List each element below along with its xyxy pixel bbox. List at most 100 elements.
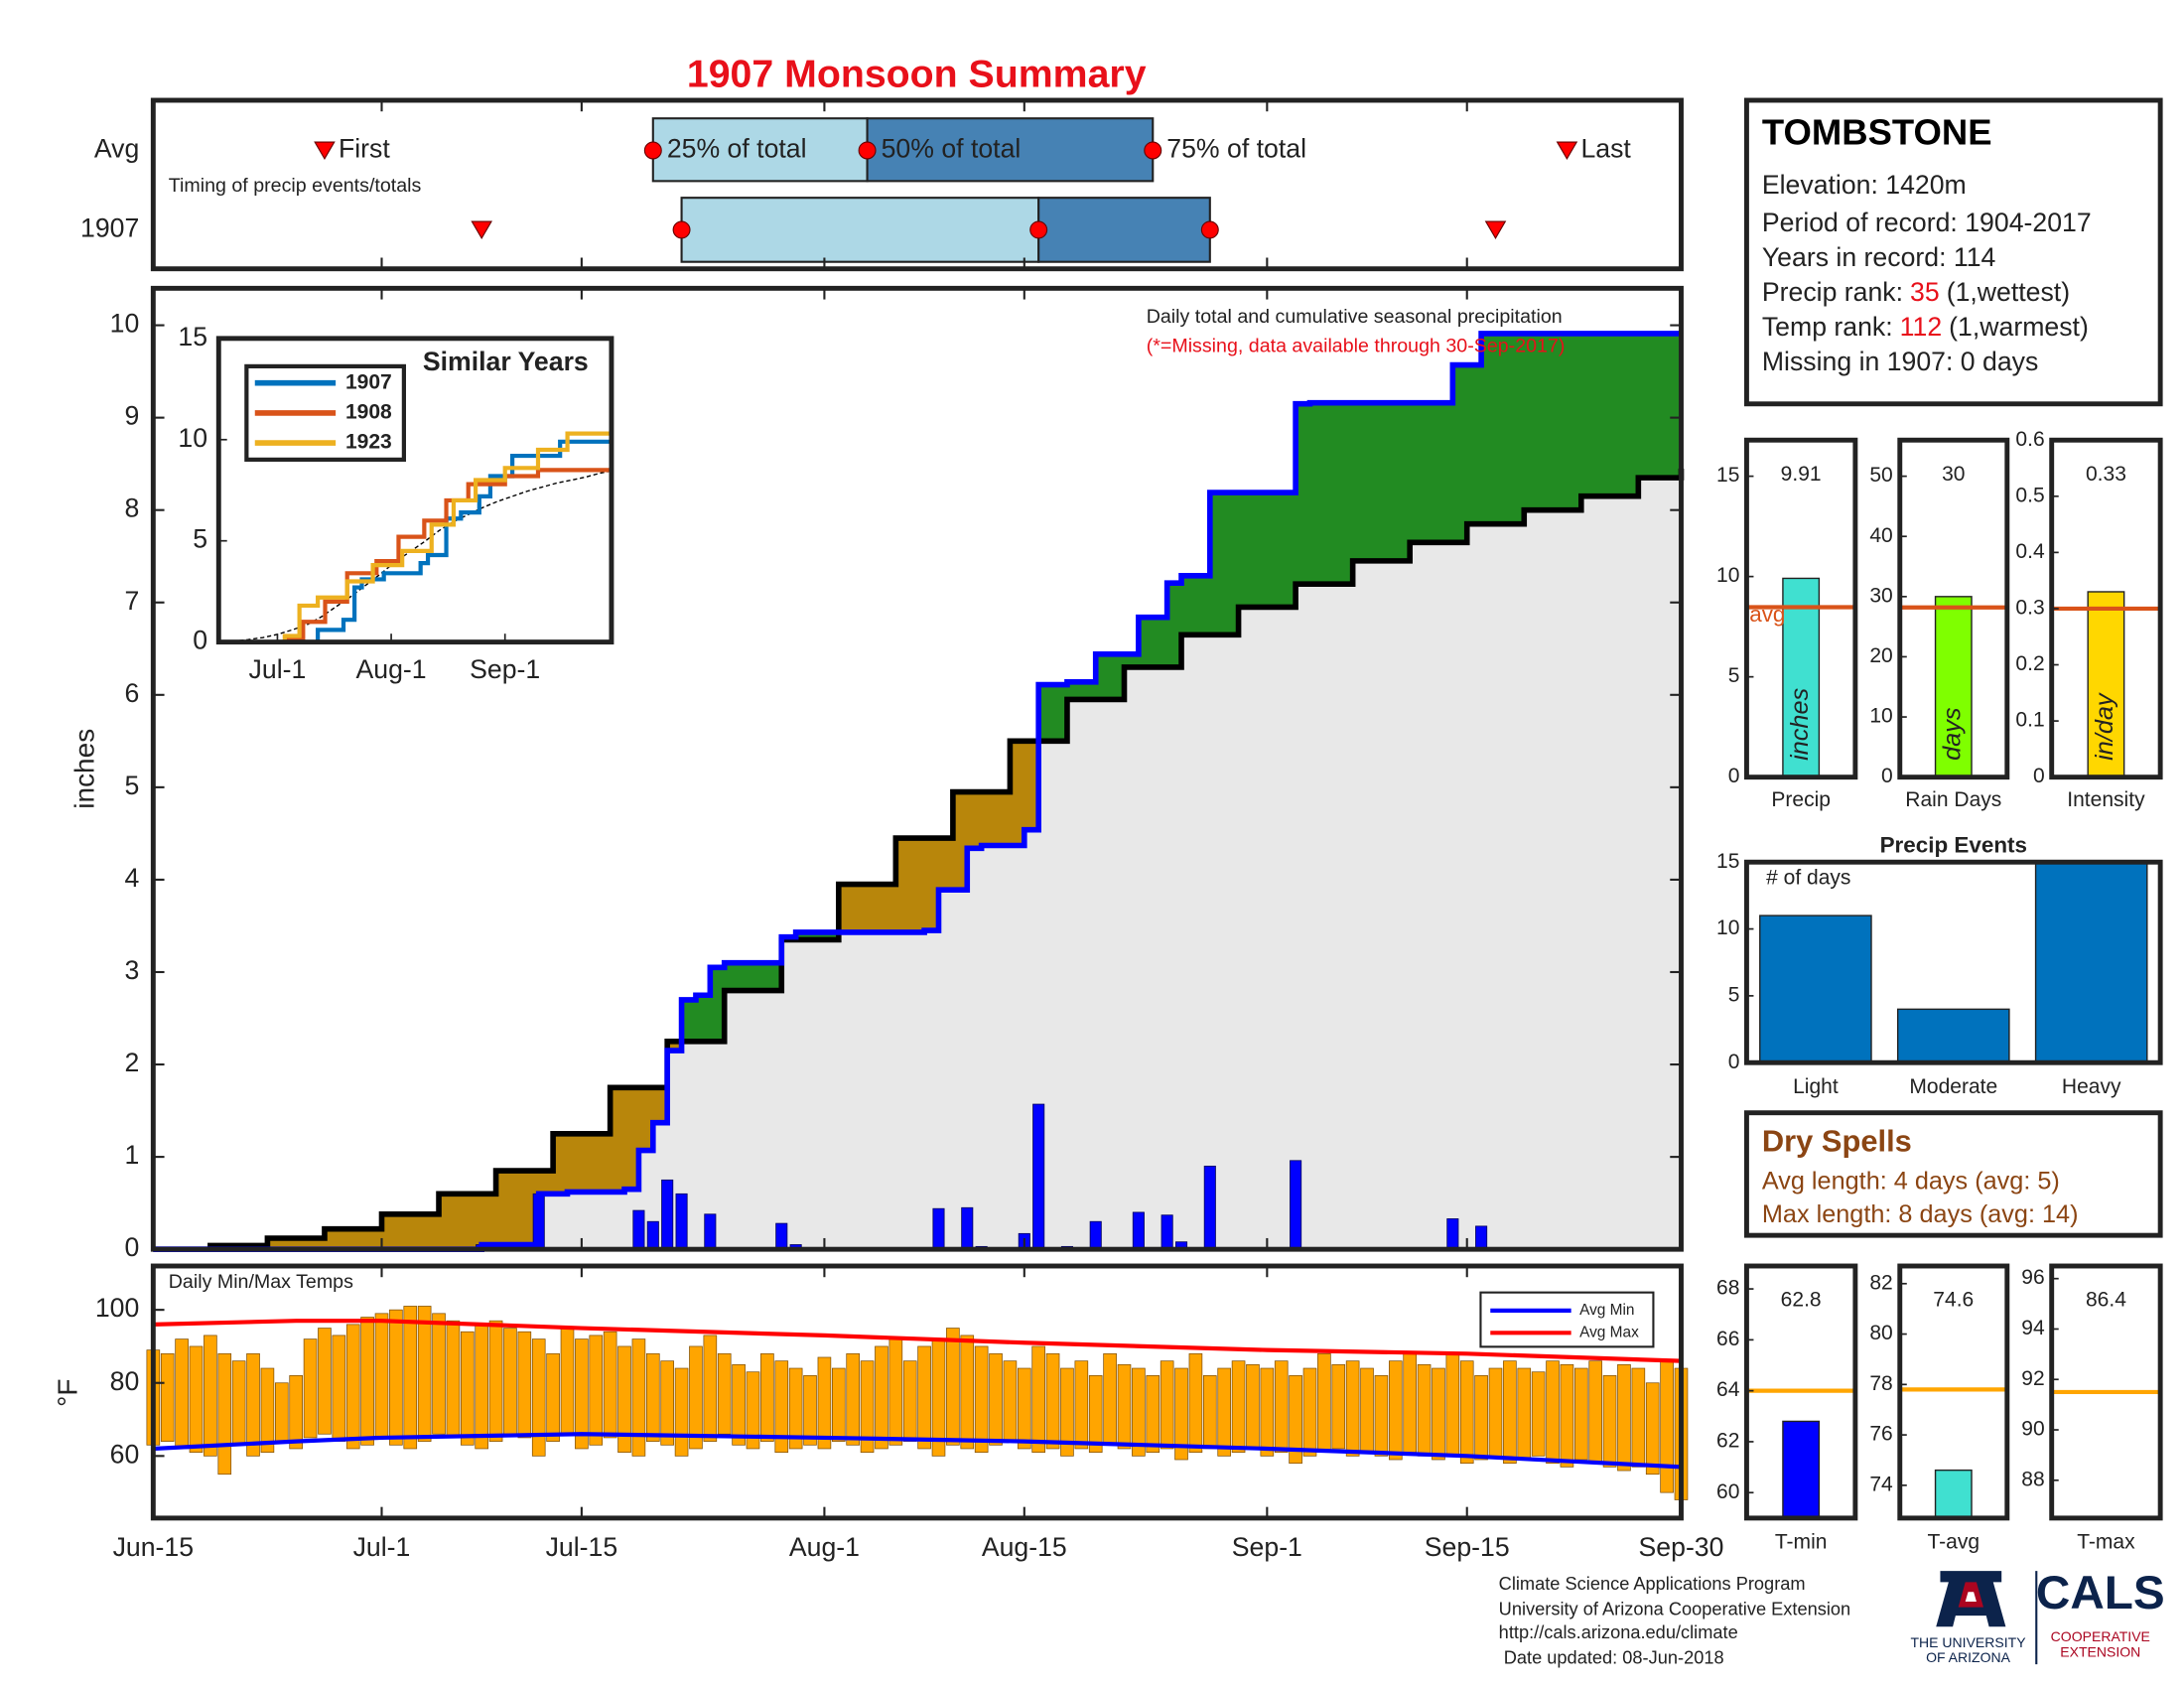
dry-spells-box [1743,1110,2163,1238]
temp-range-bar [1217,1367,1231,1457]
x-tick-label: Aug-15 [982,1532,1067,1562]
temp-range-bar [1432,1367,1445,1461]
inset-line [218,439,612,644]
y-tick-label: 0 [1881,765,1893,787]
logo-text: EXTENSION [2060,1644,2140,1660]
small-chart-frame [1743,437,1858,780]
main-panel [150,285,1684,1252]
temp-range-bar [1531,1371,1546,1457]
y-tick-label: 7 [124,586,139,616]
y-tick-label: 0 [124,1232,139,1262]
temp-range-bar [560,1328,575,1435]
temp-range-bar [1573,1367,1588,1461]
info-line: Temp rank: 112 (1,warmest) [1762,312,2089,342]
y-tick-label: 80 [110,1366,140,1396]
y-tick-label: 5 [1728,983,1740,1006]
temp-range-bar [974,1345,989,1453]
bar [2087,591,2125,778]
y-tick-label: 0 [1728,1051,1740,1073]
temp-range-bar [1403,1352,1417,1453]
temp-range-bar [374,1313,389,1439]
y-tick-label: 0.5 [2015,484,2044,506]
temp-range-bar [1174,1367,1188,1461]
category-label: Moderate [1909,1075,1997,1098]
small-chart-title: Precip Events [1880,833,2027,858]
legend-label: 1923 [345,431,392,454]
y-tick-label: 80 [1869,1322,1892,1344]
y-tick-label: 4 [124,863,139,893]
temp-range-bar [417,1306,432,1442]
y-tick-label: 68 [1716,1277,1739,1300]
daily-bar [1290,1160,1302,1250]
rank: 112 [1900,312,1942,342]
category-label: T-max [2077,1531,2135,1554]
daily-bar [961,1206,974,1250]
x-tick-label: Jul-1 [353,1532,411,1562]
daily-bar [661,1179,674,1250]
y-tick-label: 30 [1869,584,1892,607]
bar [1759,914,1872,1063]
y-tick-label: 0 [2033,765,2045,787]
temp-range-bar [902,1360,917,1442]
category-label: Intensity [2067,788,2145,811]
y-tick-label: 64 [1716,1378,1740,1401]
temp-range-bar [746,1371,760,1450]
temp-range-bar [732,1363,746,1446]
footer-line: http://cals.arizona.edu/climate [1499,1621,1738,1642]
x-tick-label: Jun-15 [113,1532,194,1562]
bar [2034,861,2148,1063]
legend-label: Avg Max [1579,1324,1639,1340]
temp-range-bar [1188,1352,1203,1453]
small-chart-frame [1897,1263,2010,1521]
y-tick-label: 9 [124,401,139,431]
y-tick-label: 66 [1716,1328,1739,1350]
daily-bar [675,1193,688,1250]
dry-spells-line: Avg length: 4 days (avg: 5) [1762,1168,2060,1196]
small-chart-frame [1743,1263,1858,1521]
small-chart-frame [2049,437,2163,780]
temp-range-bar [831,1367,846,1442]
y-tick-label: 6 [124,678,139,708]
y-tick-label: 76 [1869,1423,1892,1446]
marker-label: 75% of total [1166,134,1306,164]
daily-bar [632,1209,645,1250]
quartile-box [1037,197,1211,263]
y-tick-label: 78 [1869,1372,1892,1395]
station: TOMBSTONE [1762,112,1992,153]
temp-range-bar [717,1352,732,1435]
average-line [153,468,1685,1252]
temp-range-bar [1474,1375,1488,1461]
info-line: Elevation: 1420m [1762,170,1967,200]
temp-range-bar [1117,1363,1132,1450]
temp-range-bar [946,1328,960,1446]
temp-range-bar [1560,1363,1574,1468]
x-tick-label: Sep-1 [1232,1532,1302,1562]
row-label: 1907 [80,212,139,242]
y-tick-label: 2 [124,1048,139,1077]
temp-range-bar [1517,1367,1532,1461]
y-tick-label: 10 [1716,916,1739,939]
y-tick-label: 60 [110,1439,140,1469]
bar [1782,577,1821,778]
inset-y-tick-label: 15 [178,322,207,352]
temp-range-bar [1274,1360,1289,1453]
daily-bar [704,1213,717,1250]
y-tick-label: 3 [124,955,139,985]
temp-range-bar [175,1338,189,1450]
note: (1,warmest) [1949,312,2089,342]
temp-range-bar [774,1360,789,1453]
bar [1934,1469,1973,1519]
inset-y-tick-label: 5 [193,524,207,554]
temp-range-bar [1631,1367,1646,1468]
total-marker [643,141,662,160]
bar-label: in/day [2091,692,2118,761]
temp-range-bar [475,1324,488,1450]
daily-bar [1475,1225,1488,1250]
total-marker [672,220,691,239]
temp-range-bar [617,1345,631,1453]
temp-range-bar [860,1360,875,1453]
y-tick-label: 88 [2021,1468,2044,1490]
cumulative-line [153,331,1682,1252]
temp-range-bar [289,1375,303,1450]
